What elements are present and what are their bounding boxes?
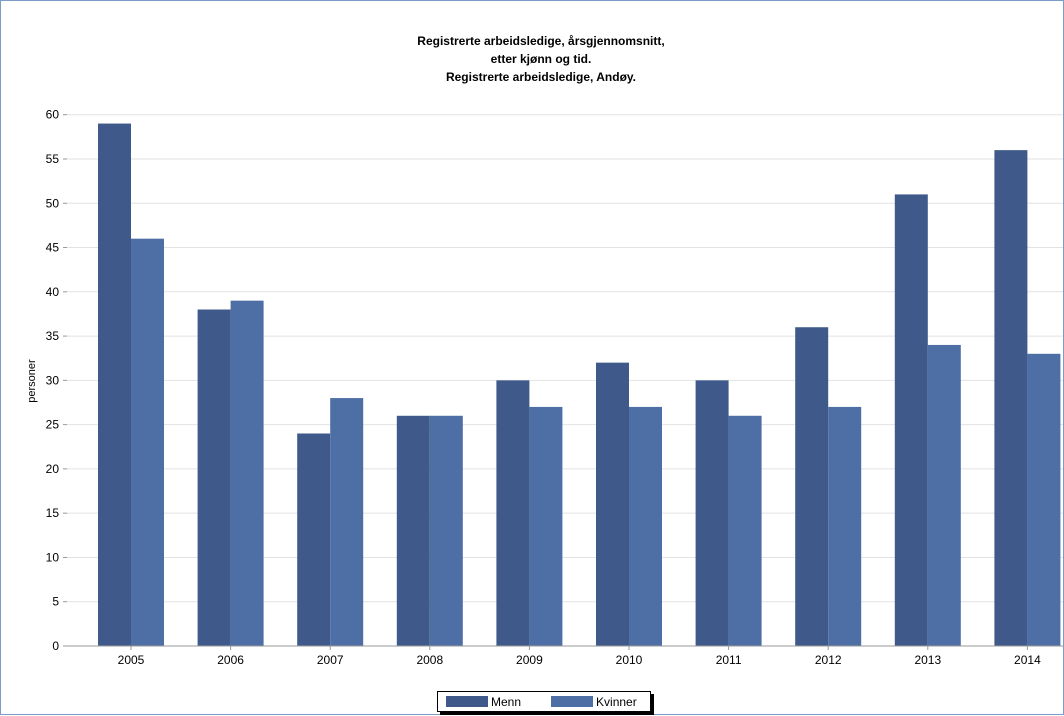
x-axis-ticks: 2005 2006 2007 2008 2009 2010 2011 2012 2013 2014 [118,646,1041,667]
chart-title-line: Registrerte arbeidsledige, årsgjennomsni… [417,34,664,48]
chart-title: Registrerte arbeidsledige, årsgjennomsni… [417,34,664,84]
y-tick-label: 0 [52,639,59,653]
bar-menn-2009 [496,380,530,646]
x-tick-label: 2014 [1014,653,1041,667]
x-tick-label: 2011 [716,653,742,667]
x-tick-label: 2007 [317,653,344,667]
x-tick-label: 2013 [914,653,941,667]
legend-item-kvinner: Kvinner [551,695,637,709]
bar-kvinner-2012 [828,406,862,646]
x-tick-label: 2006 [217,653,244,667]
y-tick-label: 30 [46,373,60,387]
bar-menn-2008 [396,415,430,646]
bar-menn-2012 [795,327,829,646]
bar-menn-2007 [297,433,331,646]
legend-swatch-menn [446,696,488,707]
y-axis-ticks: 0 5 10 15 20 25 30 35 40 45 50 55 60 [46,108,67,653]
legend-item-menn: Menn [446,695,521,709]
bar-kvinner-2011 [728,415,762,646]
legend-label-menn: Menn [491,694,522,709]
bar-kvinner-2008 [429,415,463,646]
bar-menn-2011 [695,380,729,646]
x-tick-label: 2005 [118,653,145,667]
y-tick-label: 25 [46,418,60,432]
y-tick-label: 40 [46,285,60,299]
bar-menn-2014 [994,150,1028,646]
x-tick-label: 2009 [516,653,543,667]
bars [98,123,1061,646]
bar-menn-2013 [894,194,928,646]
bar-kvinner-2013 [927,344,961,646]
chart-title-line: Registrerte arbeidsledige, Andøy. [446,70,636,84]
legend-label-kvinner: Kvinner [596,694,637,709]
bar-menn-2006 [197,309,231,646]
bar-kvinner-2014 [1027,353,1061,646]
bar-kvinner-2006 [230,300,264,646]
y-tick-label: 5 [52,595,59,609]
bar-menn-2005 [98,123,131,646]
bar-kvinner-2010 [629,406,662,646]
bar-menn-2010 [596,362,629,646]
y-tick-label: 10 [46,550,60,564]
y-tick-label: 60 [46,108,60,122]
y-axis-label: personer [26,359,38,403]
bar-kvinner-2007 [330,398,364,646]
chart-title-line: etter kjønn og tid. [491,52,592,66]
y-tick-label: 35 [46,329,60,343]
bar-kvinner-2009 [529,406,563,646]
y-tick-label: 15 [46,506,60,520]
y-tick-label: 20 [46,462,60,476]
chart-legend: Menn Kvinner [437,691,651,712]
x-tick-label: 2008 [416,653,443,667]
y-tick-label: 50 [46,196,60,210]
x-tick-label: 2012 [815,653,842,667]
legend-swatch-kvinner [551,696,594,707]
x-tick-label: 2010 [616,653,643,667]
bar-kvinner-2005 [131,238,164,646]
y-tick-label: 55 [46,152,60,166]
y-tick-label: 45 [46,241,60,255]
